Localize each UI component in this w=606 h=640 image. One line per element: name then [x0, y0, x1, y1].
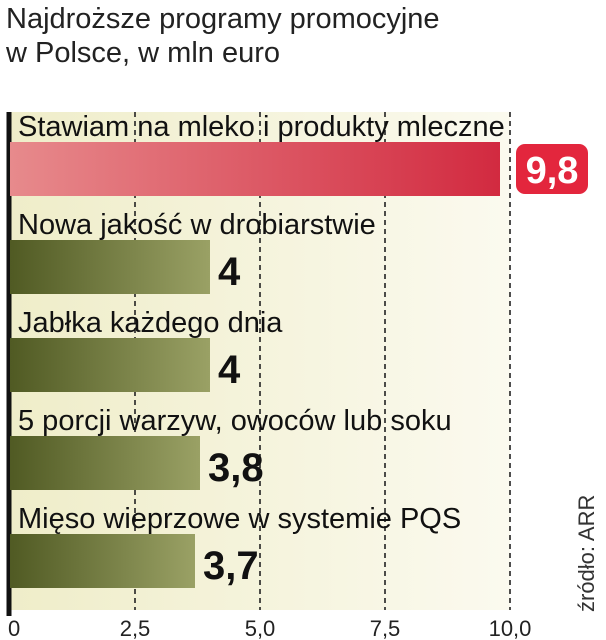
category-label: Nowa jakość w drobiarstwie: [18, 209, 376, 241]
chart-title: Najdroższe programy promocyjne w Polsce,…: [6, 3, 440, 69]
x-tick-label: 2,5: [120, 616, 151, 640]
value-badge: [516, 144, 588, 194]
value-label: 4: [218, 250, 241, 294]
bar: [10, 436, 200, 490]
bar: [10, 534, 195, 588]
value-label: 3,7: [203, 544, 259, 588]
category-label: Mięso wieprzowe w systemie PQS: [18, 503, 461, 535]
category-label: Jabłka każdego dnia: [18, 307, 283, 339]
x-tick-label: 5,0: [245, 616, 276, 640]
bar: [10, 240, 210, 294]
value-label: 3,8: [208, 446, 264, 490]
x-tick-label: 7,5: [370, 616, 401, 640]
category-label: Stawiam na mleko i produkty mleczne: [18, 111, 505, 143]
value-label: 4: [218, 348, 241, 392]
x-tick-label: 10,0: [489, 616, 532, 640]
bar-highlight: [10, 142, 500, 196]
value-label: 9,8: [526, 150, 579, 192]
bar: [10, 338, 210, 392]
x-tick-label: 0: [8, 616, 20, 640]
category-label: 5 porcji warzyw, owoców lub soku: [18, 405, 452, 437]
source-note: źródło: ARR: [574, 494, 599, 612]
